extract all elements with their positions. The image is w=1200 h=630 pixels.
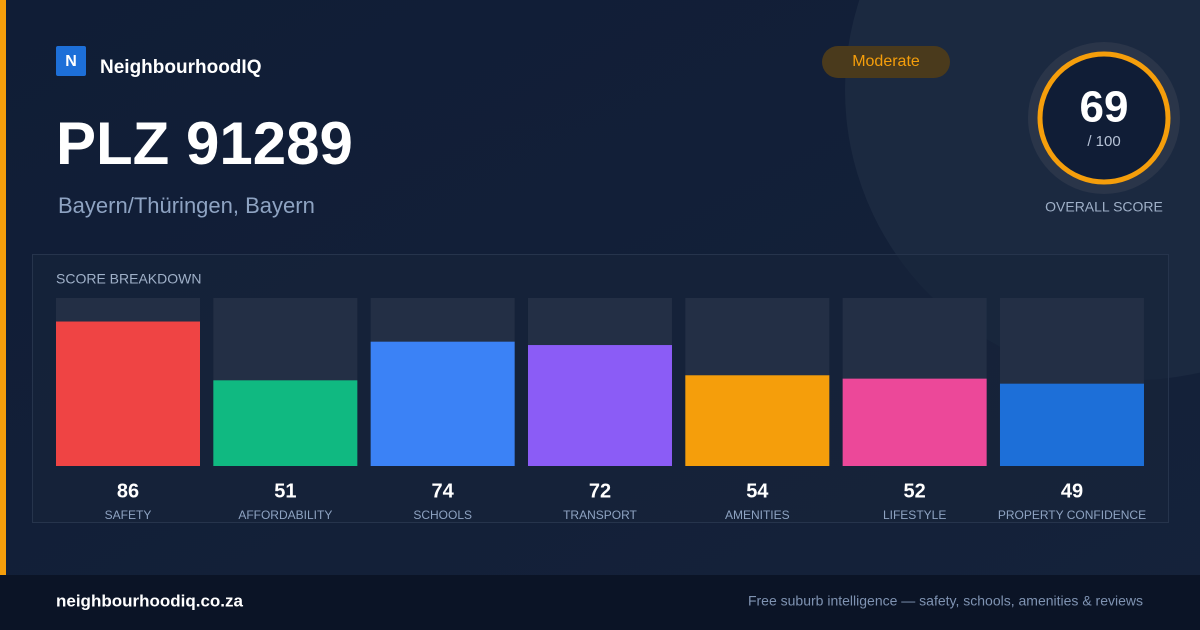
logo-initial: N (65, 53, 77, 70)
footer-site: neighbourhoodiq.co.za (56, 591, 244, 610)
breakdown-title: SCORE BREAKDOWN (56, 271, 201, 287)
bar (842, 378, 987, 466)
value-label: 72 (589, 480, 611, 502)
badge-bg (822, 46, 950, 78)
value-label: 74 (432, 480, 455, 502)
overall-label: OVERALL SCORE (1045, 199, 1163, 215)
location: Bayern/Thüringen, Bayern (58, 193, 315, 218)
bar (213, 380, 358, 466)
category-label: LIFESTYLE (883, 508, 946, 522)
value-label: 52 (904, 480, 926, 502)
category-label: TRANSPORT (563, 508, 637, 522)
category-label: AMENITIES (725, 508, 790, 522)
overall-score: 69 (1080, 83, 1129, 132)
brand: NeighbourhoodIQ (100, 57, 261, 78)
value-label: 54 (746, 480, 769, 502)
category-label: PROPERTY CONFIDENCE (998, 508, 1146, 522)
category-label: AFFORDABILITY (238, 508, 332, 522)
value-label: 86 (117, 480, 139, 502)
bar (999, 383, 1144, 466)
logo (56, 46, 86, 76)
bar (527, 345, 672, 466)
category-label: SCHOOLS (413, 508, 472, 522)
title: PLZ 91289 (56, 110, 353, 177)
bar (56, 321, 200, 466)
footer-tagline: Free suburb intelligence — safety, schoo… (748, 593, 1143, 609)
accent-stripe (0, 0, 6, 575)
value-label: 51 (274, 480, 296, 502)
bar (685, 375, 830, 466)
bar (370, 341, 515, 466)
category-label: SAFETY (105, 508, 152, 522)
badge: Moderate (852, 53, 920, 70)
overall-max: / 100 (1087, 133, 1120, 150)
score-ring (1037, 51, 1171, 185)
value-label: 49 (1061, 480, 1083, 502)
footer-bar (0, 575, 1200, 630)
